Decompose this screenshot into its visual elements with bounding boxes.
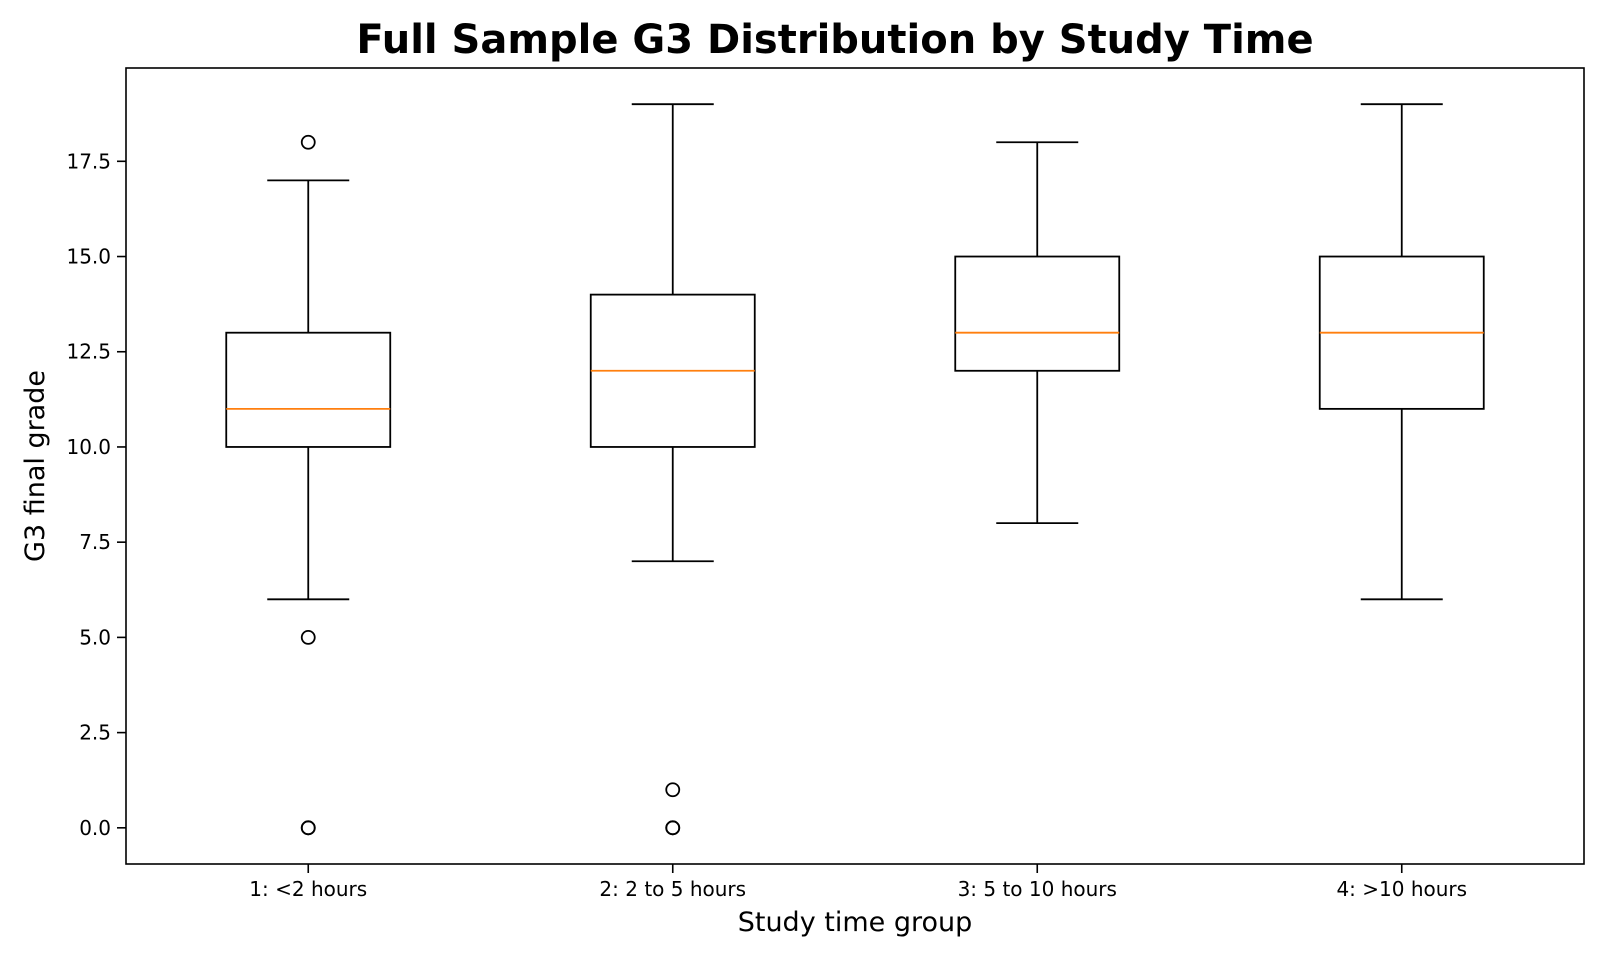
box-iqr (225, 331, 392, 448)
x-axis-label: Study time group (738, 907, 973, 938)
box-group (1318, 103, 1485, 601)
y-tick-label: 12.5 (66, 340, 111, 364)
y-tick-label: 17.5 (66, 149, 111, 173)
outlier-point (300, 820, 316, 836)
x-tick-label: 3: 5 to 10 hours (958, 877, 1117, 901)
box-group (589, 103, 756, 836)
outlier-point (300, 134, 316, 150)
box-iqr (954, 255, 1121, 372)
x-tick-label: 2: 2 to 5 hours (599, 877, 746, 901)
box-group (954, 141, 1121, 525)
outlier-point (300, 629, 316, 645)
y-tick-label: 5.0 (79, 625, 111, 649)
outlier-point (665, 782, 681, 798)
y-tick-label: 7.5 (79, 530, 111, 554)
y-tick-label: 10.0 (66, 435, 111, 459)
y-axis-label: G3 final grade (20, 370, 51, 562)
x-tick-label: 1: <2 hours (249, 877, 367, 901)
x-tick-label: 4: >10 hours (1336, 877, 1467, 901)
chart-title: Full Sample G3 Distribution by Study Tim… (356, 17, 1313, 63)
y-tick-label: 0.0 (79, 816, 111, 840)
y-axis-ticks: 0.0 2.5 5.0 7.5 10.0 12.5 15.0 17.5 (66, 149, 126, 840)
y-tick-label: 15.0 (66, 245, 111, 269)
y-tick-label: 2.5 (79, 721, 111, 745)
plot-area (225, 103, 1485, 836)
plot-frame (125, 67, 1585, 865)
x-axis-ticks: 1: <2 hours 2: 2 to 5 hours 3: 5 to 10 hou… (249, 864, 1467, 901)
outlier-point (665, 820, 681, 836)
box-group (225, 134, 392, 836)
